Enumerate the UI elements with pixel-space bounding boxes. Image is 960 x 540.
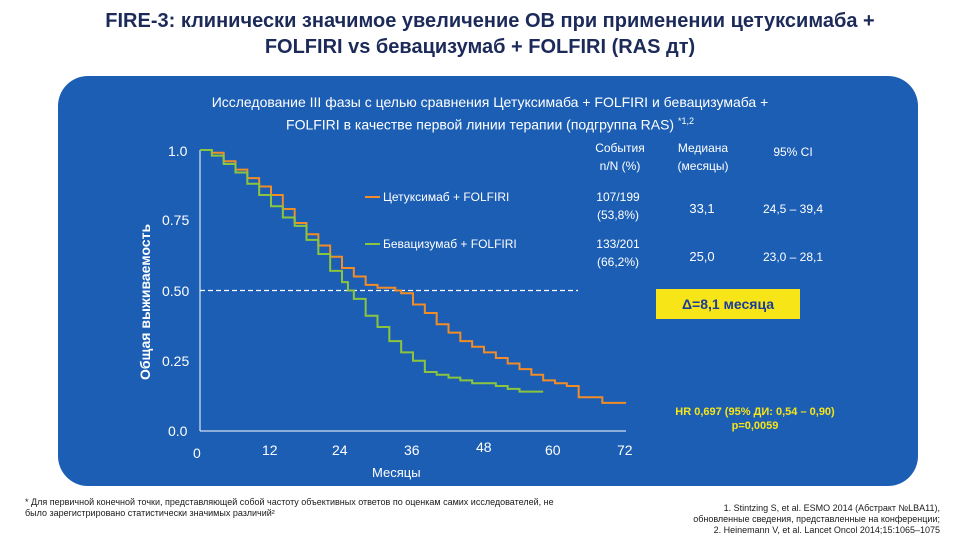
footnote-left: * Для первичной конечной точки, представ… [25, 497, 554, 518]
curve-cetuximab [200, 149, 626, 404]
col-header-median-sub: (месяцы) [678, 159, 729, 173]
curves [200, 149, 626, 404]
row1-events-pct: (53,8%) [597, 208, 639, 222]
row1-events-n: 107/199 [596, 190, 640, 204]
y-tick-labels: 1.0 0.75 0.50 0.25 0.0 [162, 143, 189, 439]
hazard-ratio: HR 0,697 (95% ДИ: 0,54 – 0,90) p=0,0059 [660, 405, 850, 433]
y-axis-label: Общая выживаемость [137, 224, 153, 380]
reference-2: 2. Heinemann V, et al. Lancet Oncol 2014… [713, 525, 940, 535]
legend-label-cetuximab: Цетуксимаб + FOLFIRI [383, 190, 509, 204]
curve-bevacizumab [200, 149, 544, 393]
row2-events-pct: (66,2%) [597, 255, 639, 269]
y-tick-label: 0.0 [168, 423, 188, 439]
results-table: События n/N (%) Медиана (месяцы) 95% CI … [595, 141, 823, 269]
p-value: p=0,0059 [731, 420, 779, 432]
row2-ci: 23,0 – 28,1 [763, 250, 823, 264]
x-tick-label: 36 [404, 442, 420, 458]
legend: Цетуксимаб + FOLFIRI Бевацизумаб + FOLFI… [365, 190, 517, 251]
col-header-median: Медиана [678, 141, 729, 155]
median-difference-badge: Δ=8,1 месяца [656, 289, 800, 319]
row1-median: 33,1 [689, 201, 714, 216]
y-tick-label: 0.75 [162, 212, 189, 228]
reference-1: 1. Stintzing S, et al. ESMO 2014 (Абстра… [723, 503, 940, 513]
slide-title: FIRE-3: клинически значимое увеличение О… [0, 8, 960, 60]
x-axis-label: Месяцы [372, 465, 421, 480]
x-tick-labels: 0 12 24 36 48 60 72 [193, 439, 633, 461]
chart-panel [58, 76, 918, 486]
x-tick-label: 12 [262, 442, 278, 458]
row2-events-n: 133/201 [596, 237, 640, 251]
subtitle-line1: Исследование III фазы с целью сравнения … [211, 94, 769, 110]
subtitle-line2: FOLFIRI в качестве первой линии терапии … [286, 116, 675, 133]
row1-ci: 24,5 – 39,4 [763, 202, 823, 216]
subtitle-sup: *1,2 [677, 116, 694, 126]
row2-median: 25,0 [689, 249, 714, 264]
slide-title-line2: FOLFIRI vs бевацизумаб + FOLFIRI (RAS дт… [264, 36, 696, 58]
x-tick-label: 48 [476, 439, 492, 455]
y-tick-label: 0.25 [162, 353, 189, 369]
hazard-ratio-line: HR 0,697 (95% ДИ: 0,54 – 0,90) [675, 406, 835, 418]
slide-title-line1: FIRE-3: клинически значимое увеличение О… [105, 10, 875, 32]
study-subtitle: Исследование III фазы с целью сравнения … [80, 93, 900, 135]
x-tick-label: 0 [193, 445, 201, 461]
col-header-events: События [595, 141, 645, 155]
col-header-ci: 95% CI [773, 145, 812, 159]
x-tick-label: 24 [332, 442, 348, 458]
legend-label-bevacizumab: Бевацизумаб + FOLFIRI [383, 237, 517, 251]
footnote-references: 1. Stintzing S, et al. ESMO 2014 (Абстра… [625, 503, 940, 536]
subtitle-line2-wrap: FOLFIRI в качестве первой линии терапии … [80, 112, 900, 135]
y-tick-label: 0.50 [162, 283, 189, 299]
x-tick-label: 60 [545, 442, 561, 458]
y-tick-label: 1.0 [168, 143, 188, 159]
reference-1-note: обновленные сведения, представленные на … [693, 514, 940, 524]
col-header-events-sub: n/N (%) [600, 159, 641, 173]
x-tick-label: 72 [617, 442, 633, 458]
